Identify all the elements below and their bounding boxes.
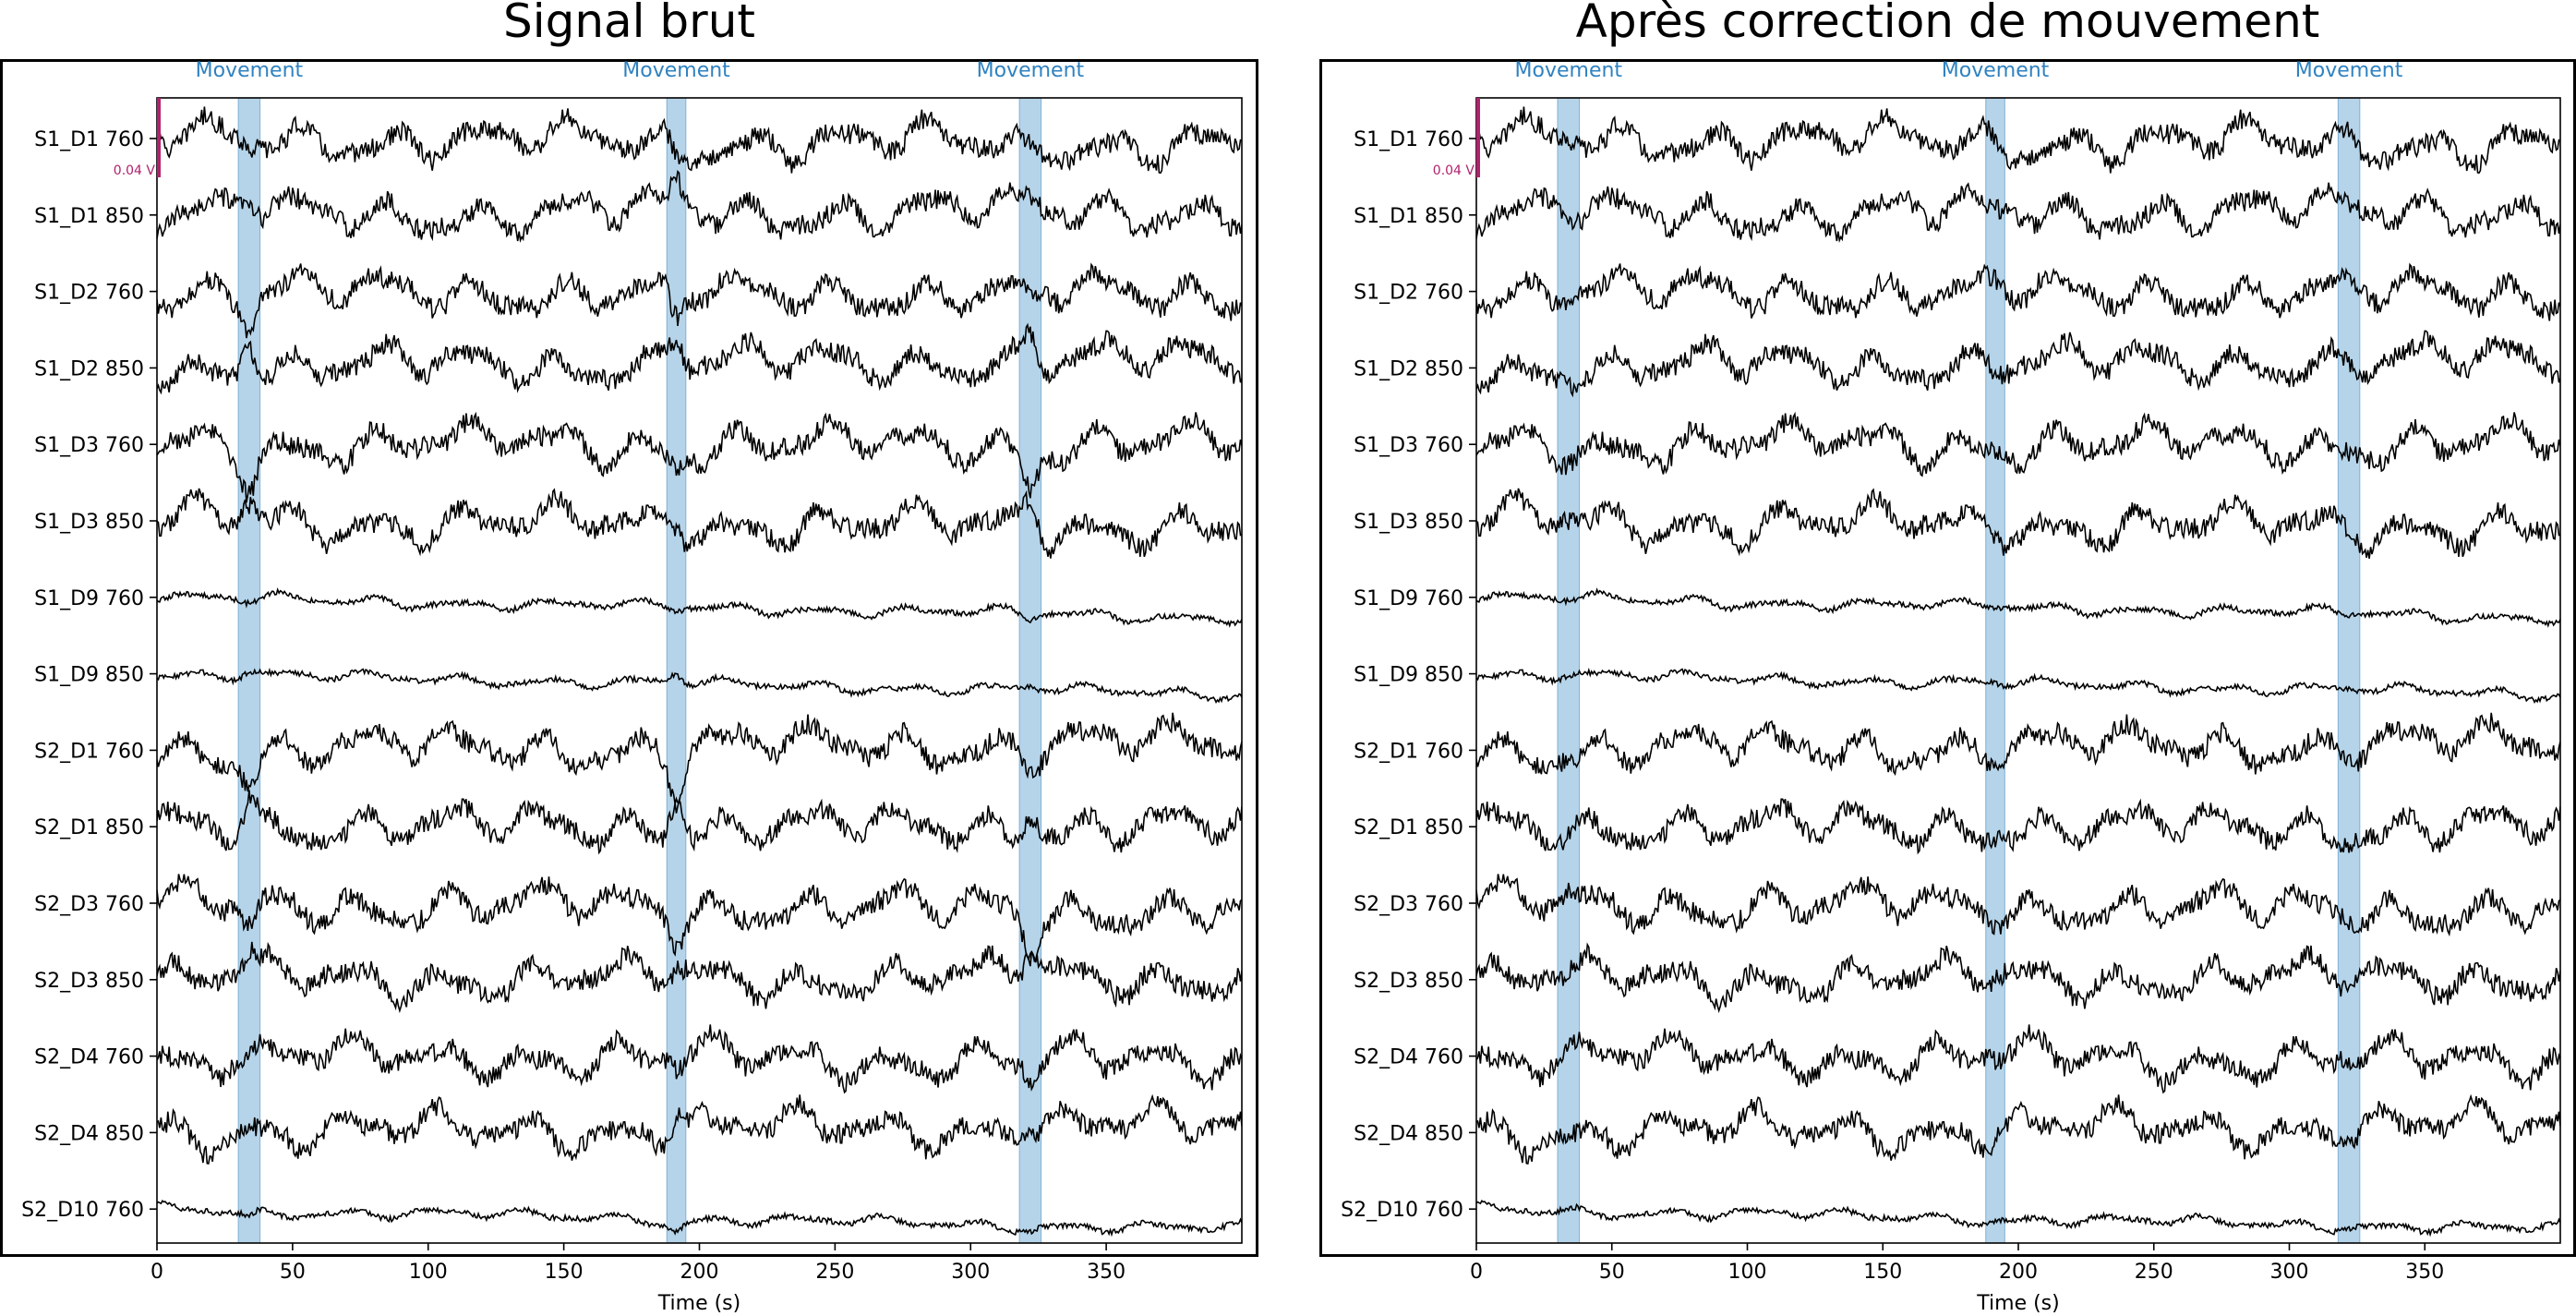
channel-label: S2_D10 760	[1341, 1199, 1463, 1222]
channel-label: S1_D2 850	[34, 357, 144, 380]
panel-frame	[1319, 59, 2576, 1257]
channel-label: S2_D4 850	[1354, 1122, 1463, 1145]
x-tick-label: 250	[2135, 1261, 2173, 1284]
channel-label: S2_D1 850	[1354, 816, 1463, 839]
channel-label: S1_D3 850	[34, 511, 144, 534]
x-tick-label: 50	[280, 1261, 306, 1284]
channel-label: S1_D1 760	[1354, 128, 1463, 151]
channel-label: S1_D1 760	[34, 128, 144, 151]
trace-s1_d1-850	[157, 170, 1242, 244]
panel-title: Après correction de mouvement	[1576, 0, 2320, 48]
channel-label: S1_D3 850	[1354, 511, 1463, 534]
channel-label: S1_D1 850	[1354, 205, 1463, 228]
trace-s1_d9-760	[1476, 587, 2560, 628]
channel-label: S2_D4 850	[34, 1122, 144, 1145]
trace-s2_d1-850	[1476, 798, 2560, 855]
x-tick-label: 150	[545, 1261, 584, 1284]
panel-title: Signal brut	[503, 0, 755, 48]
x-tick-label: 300	[2270, 1261, 2309, 1284]
movement-annotation-label: Movement	[2295, 59, 2403, 82]
trace-s2_d4-760	[1476, 1024, 2560, 1094]
trace-s1_d1-850	[1476, 182, 2560, 243]
x-axis-label: Time (s)	[1976, 1292, 2059, 1315]
x-tick-label: 50	[1599, 1261, 1625, 1284]
movement-annotation-label: Movement	[196, 59, 304, 82]
trace-s2_d3-760	[1476, 874, 2560, 937]
channel-label: S1_D9 760	[1354, 587, 1463, 610]
trace-s1_d9-760	[157, 587, 1242, 628]
channel-label: S2_D3 850	[1354, 970, 1463, 993]
channel-label: S1_D1 850	[34, 205, 144, 228]
trace-s1_d2-760	[157, 262, 1242, 339]
traces	[157, 106, 1242, 1238]
axes-box	[1475, 97, 2561, 1244]
axes-box	[156, 97, 1243, 1244]
x-tick-label: 300	[951, 1261, 990, 1284]
channel-label: S2_D10 760	[21, 1199, 144, 1222]
channel-label: S1_D9 850	[34, 664, 144, 687]
movement-annotation-label: Movement	[1942, 59, 2050, 82]
movement-annotation-label: Movement	[977, 59, 1085, 82]
trace-s1_d1-760	[157, 106, 1242, 175]
trace-s1_d3-850	[1476, 488, 2560, 560]
x-tick-label: 350	[1087, 1261, 1125, 1284]
channel-label: S2_D3 760	[34, 893, 144, 916]
channel-label: S2_D3 760	[1354, 893, 1463, 916]
x-tick-label: 200	[680, 1261, 719, 1284]
trace-s2_d3-850	[157, 941, 1242, 1014]
x-tick-label: 150	[1863, 1261, 1902, 1284]
channel-label: S2_D4 760	[1354, 1046, 1463, 1069]
movement-annotation-band	[1557, 97, 1581, 1244]
trace-s2_d10-760	[157, 1200, 1242, 1238]
trace-s1_d9-850	[157, 667, 1242, 704]
trace-s2_d4-760	[157, 1024, 1242, 1094]
channel-label: S1_D9 850	[1354, 664, 1463, 687]
channel-label: S2_D1 850	[34, 816, 144, 839]
trace-s1_d3-760	[1476, 411, 2560, 477]
channel-label: S1_D2 760	[34, 282, 144, 305]
x-axis-label: Time (s)	[657, 1292, 740, 1315]
channel-label: S2_D3 850	[34, 970, 144, 993]
channel-label: S2_D1 760	[1354, 740, 1463, 763]
movement-annotation-label: Movement	[622, 59, 730, 82]
x-tick-label: 100	[1728, 1261, 1767, 1284]
panel-1: Signal brut Movement Movement Movement 0.04 …	[0, 0, 1258, 1315]
x-tick-label: 0	[1470, 1261, 1483, 1284]
scale-bar-label: 0.04 V	[114, 163, 156, 178]
channel-label: S1_D2 850	[1354, 357, 1463, 380]
trace-s1_d9-850	[1476, 667, 2560, 704]
x-tick-label: 350	[2405, 1261, 2444, 1284]
traces	[1476, 106, 2560, 1238]
trace-s2_d3-760	[157, 874, 1242, 967]
channel-label: S2_D4 760	[34, 1046, 144, 1069]
channel-label: S1_D9 760	[34, 587, 144, 610]
trace-s2_d1-760	[1476, 712, 2560, 777]
trace-s2_d4-850	[1476, 1093, 2560, 1165]
channel-label: S1_D3 760	[1354, 434, 1463, 457]
trace-s2_d1-850	[157, 790, 1242, 855]
channel-label: S1_D3 760	[34, 434, 144, 457]
trace-s1_d3-850	[157, 488, 1242, 559]
channel-label: S2_D1 760	[34, 740, 144, 763]
trace-s1_d2-760	[1476, 262, 2560, 321]
trace-s1_d3-760	[157, 411, 1242, 503]
panel-frame	[0, 59, 1258, 1257]
movement-annotation-band	[237, 97, 261, 1244]
channel-label: S1_D2 760	[1354, 282, 1463, 305]
trace-s2_d1-760	[157, 712, 1242, 804]
x-tick-label: 250	[815, 1261, 854, 1284]
trace-s1_d2-850	[1476, 330, 2560, 398]
x-tick-label: 200	[1999, 1261, 2038, 1284]
movement-annotation-label: Movement	[1515, 59, 1623, 82]
x-tick-label: 0	[150, 1261, 163, 1284]
trace-s1_d1-760	[1476, 106, 2560, 175]
scale-bar-label: 0.04 V	[1433, 163, 1475, 178]
x-tick-label: 100	[409, 1261, 448, 1284]
panel-2: Après correction de mouvement Movement Mov…	[1319, 0, 2576, 1315]
trace-s2_d3-850	[1476, 942, 2560, 1014]
trace-s2_d10-760	[1476, 1200, 2560, 1238]
trace-s2_d4-850	[157, 1093, 1242, 1165]
trace-s1_d2-850	[157, 322, 1242, 395]
